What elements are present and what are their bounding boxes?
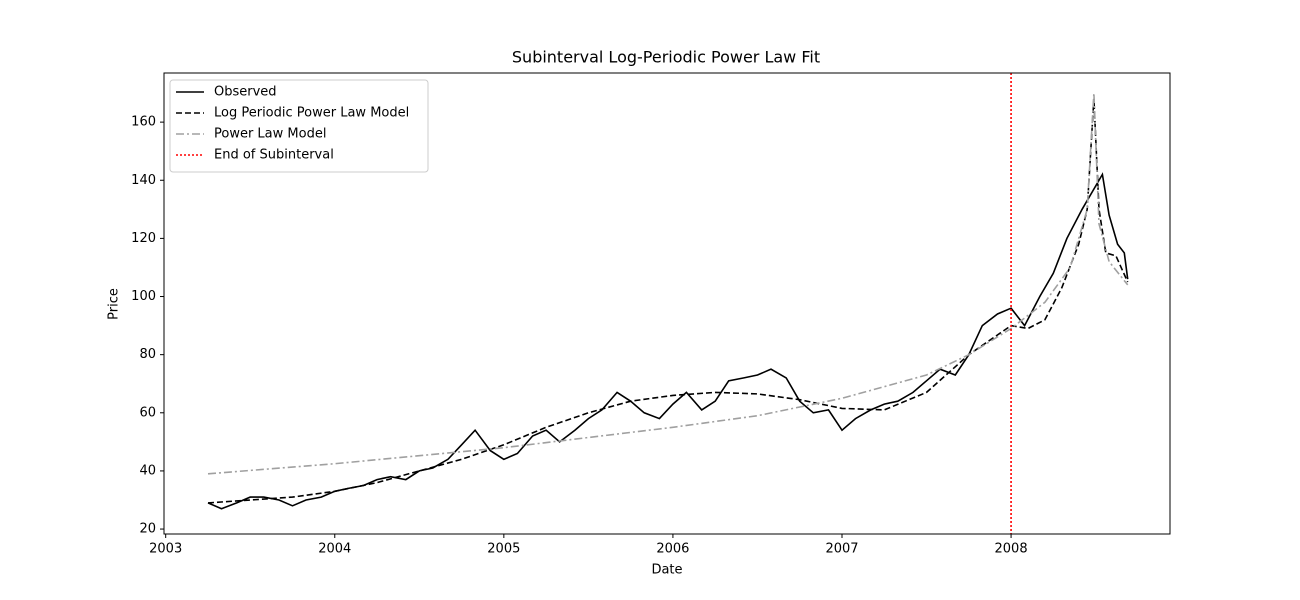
y-axis-label: Price	[107, 288, 122, 320]
y-tick-label: 160	[131, 115, 156, 130]
x-tick-label: 2007	[825, 542, 858, 557]
legend-box	[169, 79, 429, 173]
plot-frame	[163, 72, 1171, 535]
y-tick-label: 100	[131, 289, 156, 304]
y-tick-label: 120	[131, 231, 156, 246]
legend-label: Observed	[214, 85, 277, 100]
x-tick-label: 2003	[149, 542, 182, 557]
y-tick-label: 20	[139, 522, 156, 537]
legend-label: Power Law Model	[214, 127, 326, 142]
chart-title: Subinterval Log-Periodic Power Law Fit	[512, 48, 820, 67]
x-axis-label: Date	[651, 563, 682, 578]
y-tick-label: 60	[139, 405, 156, 420]
legend-label: Log Periodic Power Law Model	[214, 106, 409, 121]
legend-label: End of Subinterval	[214, 148, 334, 163]
x-tick-label: 2006	[656, 542, 689, 557]
x-tick-label: 2005	[487, 542, 520, 557]
y-tick-label: 80	[139, 347, 156, 362]
y-tick-label: 40	[139, 463, 156, 478]
y-tick-label: 140	[131, 173, 156, 188]
series-line	[207, 172, 1129, 510]
x-tick-label: 2004	[318, 542, 351, 557]
x-tick-label: 2008	[995, 542, 1028, 557]
